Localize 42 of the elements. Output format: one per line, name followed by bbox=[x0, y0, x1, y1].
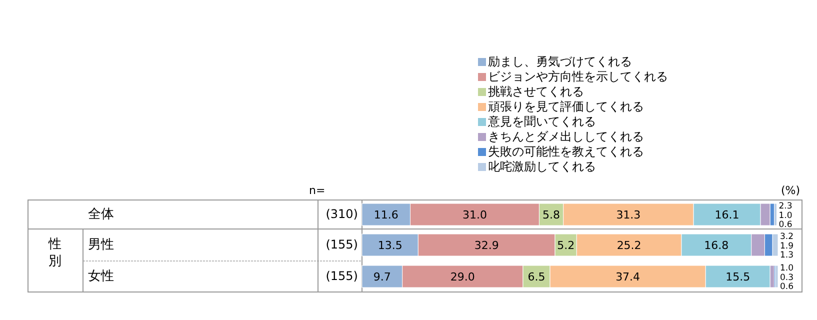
legend-item: 頑張りを見て評価してくれる bbox=[478, 99, 644, 114]
text: n= bbox=[309, 184, 326, 198]
data-label: 29.0 bbox=[450, 270, 475, 284]
data-label: 16.8 bbox=[704, 239, 729, 252]
data-label: 15.5 bbox=[726, 270, 750, 284]
data-label: 5.2 bbox=[557, 239, 575, 252]
text: (%) bbox=[780, 184, 800, 198]
data-label: 31.0 bbox=[462, 208, 487, 222]
data-label: 0.6 bbox=[778, 220, 792, 230]
legend-item: きちんとダメ出ししてくれる bbox=[478, 129, 644, 144]
legend-item: 挑戦させてくれる bbox=[478, 84, 584, 98]
data-label: 11.6 bbox=[374, 208, 398, 222]
text: 性別 bbox=[48, 237, 62, 270]
data-label: 32.9 bbox=[474, 239, 499, 252]
data-label: 6.5 bbox=[528, 270, 546, 284]
data-label: 2.3 bbox=[778, 201, 792, 212]
bar bbox=[774, 203, 777, 226]
data-label: 13.5 bbox=[378, 239, 402, 252]
legend-item: 失敗の可能性を教えてくれる bbox=[478, 144, 644, 158]
data-label: 5.8 bbox=[542, 208, 560, 222]
data-label: 1.0 bbox=[778, 210, 792, 221]
y-tick-label: 女性 bbox=[88, 269, 114, 284]
text: (155) bbox=[326, 268, 358, 283]
data-label: 3.2 bbox=[780, 232, 794, 242]
data-label: 31.3 bbox=[616, 208, 641, 222]
legend-item: 叱咤激励してくれる bbox=[478, 159, 596, 174]
data-label: 9.7 bbox=[373, 270, 391, 284]
data-label: 25.2 bbox=[616, 239, 642, 252]
data-label: 0.3 bbox=[780, 272, 794, 283]
data-label: 1.9 bbox=[780, 241, 794, 252]
data-label: 37.4 bbox=[616, 270, 640, 284]
y-tick-label: 全体 bbox=[88, 207, 114, 222]
data-label: 0.6 bbox=[780, 282, 794, 292]
data-label: 1.0 bbox=[780, 263, 794, 274]
y-tick-label: 男性 bbox=[88, 238, 114, 253]
legend-item: ビジョンや方向性を示してくれる bbox=[478, 69, 668, 84]
text: (310) bbox=[326, 206, 358, 221]
text: (155) bbox=[326, 237, 358, 252]
data-label: 16.1 bbox=[714, 208, 740, 222]
data-label: 1.3 bbox=[780, 250, 794, 261]
legend-item: 意見を聞いてくれる bbox=[478, 114, 596, 128]
legend-item: 励まし、勇気づけてくれる bbox=[478, 54, 632, 68]
